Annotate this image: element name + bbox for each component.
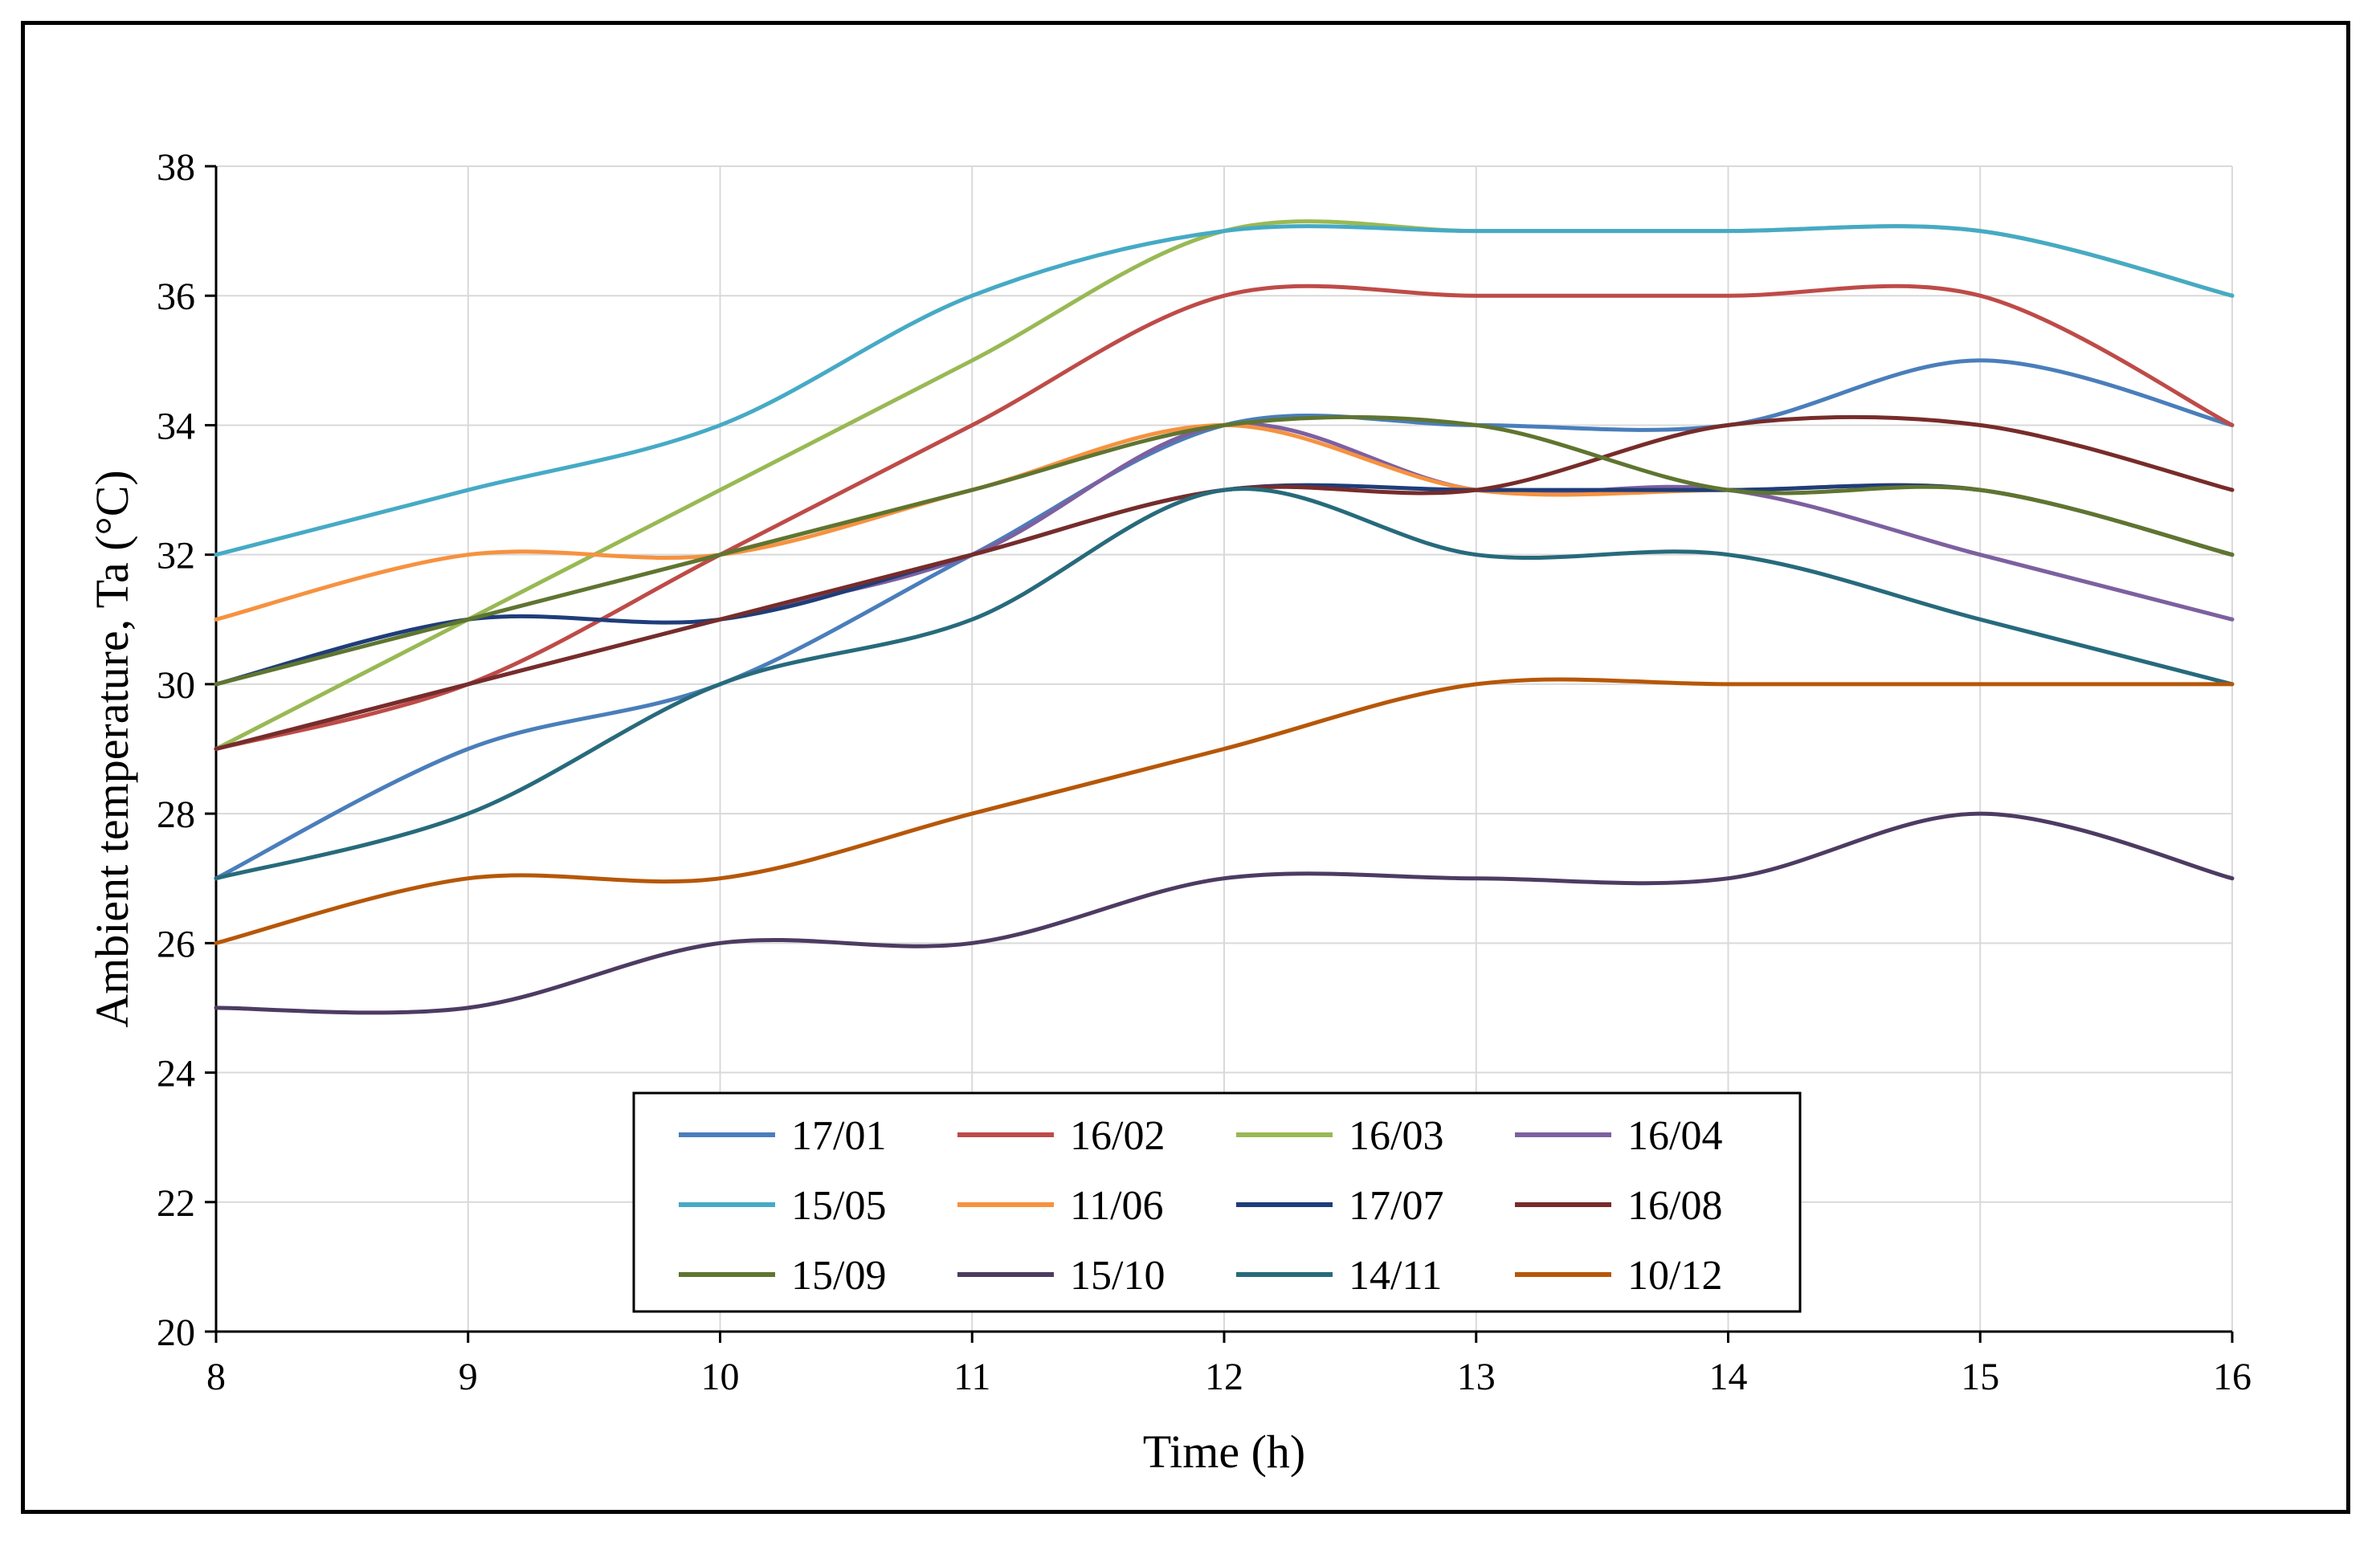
legend-label: 16/02 [1070,1113,1165,1159]
x-tick-label: 14 [1709,1356,1748,1398]
legend-item: 16/04 [1515,1113,1722,1159]
x-axis-title: Time (h) [1143,1426,1306,1478]
y-tick-label: 30 [157,664,195,707]
legend: 17/01 16/02 16/03 16/04 15/05 11/06 17/07 16/08… [632,1091,1802,1313]
series-lines [214,219,2235,1015]
y-tick-label: 22 [157,1182,195,1225]
x-tick-label: 13 [1457,1356,1496,1398]
legend-item: 15/05 [679,1183,886,1229]
x-tick-labels: 8 9 10 11 12 13 14 15 16 [206,1356,2251,1398]
legend-label: 17/01 [791,1113,886,1159]
legend-label: 15/09 [791,1253,886,1299]
series-line-16-02 [214,284,2235,751]
legend-item: 15/09 [679,1253,886,1299]
y-tick-label: 36 [157,275,195,318]
x-tick-label: 9 [459,1356,478,1398]
y-tick-label: 34 [157,405,195,447]
series-line-10-12 [214,677,2235,945]
series-line-14-11 [214,487,2235,881]
y-tick-label: 20 [157,1311,195,1354]
y-tick-label: 38 [157,146,195,189]
legend-item: 16/02 [957,1113,1165,1159]
legend-label: 15/10 [1070,1253,1165,1299]
legend-item: 15/10 [957,1253,1165,1299]
legend-item: 17/01 [679,1113,886,1159]
y-axis-title: Ambient temperature, Ta (°C) [86,470,138,1028]
x-tick-label: 10 [701,1356,740,1398]
x-tick-label: 16 [2213,1356,2251,1398]
legend-item: 16/03 [1236,1113,1443,1159]
y-tick-label: 26 [157,923,195,965]
series-line-15-10 [214,811,2235,1015]
y-tick-label: 28 [157,793,195,836]
legend-label: 16/08 [1627,1183,1722,1229]
x-tick-label: 15 [1961,1356,1999,1398]
chart-frame: 8 9 10 11 12 13 14 15 16 20 22 24 26 28 30 32 34 36 38 Ti… [21,21,2350,1514]
line-chart: 8 9 10 11 12 13 14 15 16 20 22 24 26 28 30 32 34 36 38 Ti… [86,146,2251,1478]
legend-label: 15/05 [791,1183,886,1229]
legend-label: 16/04 [1627,1113,1722,1159]
legend-label: 14/11 [1349,1253,1443,1299]
x-tick-label: 11 [953,1356,990,1398]
legend-item: 11/06 [957,1183,1164,1229]
legend-label: 10/12 [1627,1253,1722,1299]
legend-label: 11/06 [1070,1183,1164,1229]
y-tick-labels: 20 22 24 26 28 30 32 34 36 38 [157,146,195,1354]
x-tick-label: 8 [206,1356,226,1398]
legend-item: 10/12 [1515,1253,1722,1299]
legend-label: 16/03 [1349,1113,1443,1159]
legend-item: 17/07 [1236,1183,1443,1229]
y-tick-label: 32 [157,535,195,577]
x-tick-label: 12 [1205,1356,1243,1398]
series-line-15-09 [214,414,2235,687]
legend-item: 16/08 [1515,1183,1722,1229]
legend-label: 17/07 [1349,1183,1443,1229]
series-line-15-05 [214,224,2235,557]
legend-item: 14/11 [1236,1253,1443,1299]
y-tick-label: 24 [157,1053,195,1095]
